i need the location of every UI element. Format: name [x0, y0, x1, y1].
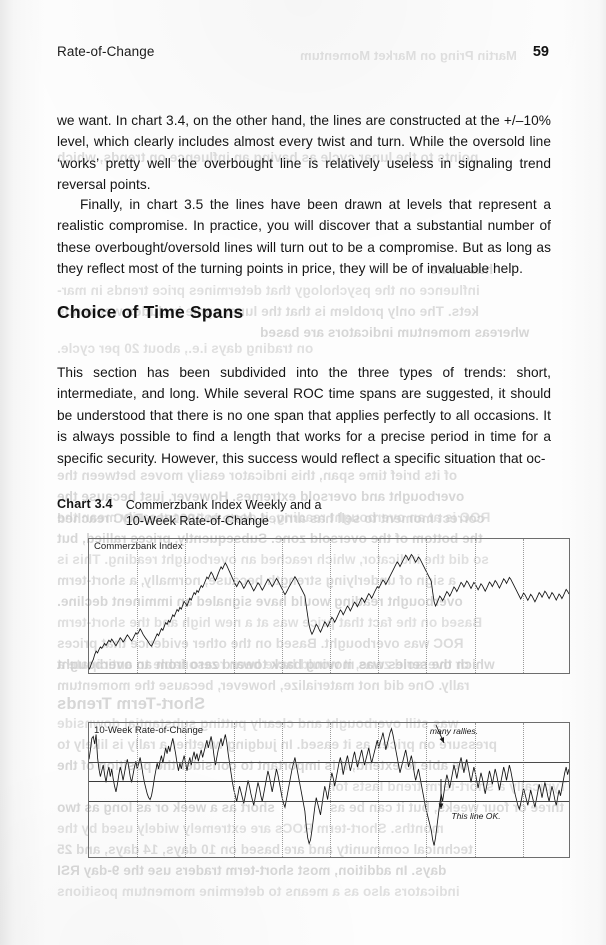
gridline-vertical-88 [330, 539, 331, 673]
annotation-arrow-0 [435, 724, 445, 744]
price-line-series [89, 539, 569, 673]
gridline-vertical-91 [474, 723, 476, 857]
plot-area-lower: 10-Week Rate-of-Change '84'85'86'87'88'8… [88, 722, 570, 858]
plot-title-upper: Commerzbank Index [94, 541, 183, 552]
section-heading: Choice of Time Spans [57, 302, 244, 322]
reference-line-0 [89, 781, 569, 783]
figure-caption-line-0: Commerzbank Index Weekly and a [125, 498, 322, 512]
figure-caption-line-1: 10-Week Rate-of-Change [125, 514, 269, 528]
gridline-vertical-84 [137, 723, 139, 857]
reference-line-10 [89, 761, 569, 763]
gridline-vertical-86 [233, 539, 235, 673]
paragraph-3: This section has been subdivided into th… [57, 364, 551, 467]
gridline-vertical-92 [522, 723, 524, 857]
gridline-vertical-90 [426, 539, 428, 673]
chart-annotation-1: This line OK. [451, 811, 501, 821]
paragraph-2: Finally, in chart 3.5 the lines have bee… [57, 194, 551, 280]
gridline-vertical-87 [281, 723, 283, 857]
paragraph-2-text: Finally, in chart 3.5 the lines have bee… [57, 196, 551, 277]
chart-annotation-0: This line catches too many rallies. [415, 723, 493, 736]
figure-caption-title: Commerzbank Index Weekly and a 10-Week Ra… [126, 497, 322, 529]
gridline-vertical-89 [378, 723, 380, 857]
reference-line-neg10 [89, 800, 569, 802]
gridline-vertical-92 [522, 539, 524, 673]
page-header: Rate-of-Change 59 [57, 44, 549, 60]
gridline-vertical-89 [378, 539, 380, 673]
figure-caption-label: Chart 3.4 [57, 497, 113, 511]
plot-title-lower: 10-Week Rate-of-Change [94, 725, 204, 736]
gridline-vertical-86 [233, 723, 235, 857]
page-number: 59 [532, 44, 549, 60]
roc-line-series [89, 723, 569, 857]
gridline-vertical-91 [474, 539, 476, 673]
annotation-arrow-1 [438, 779, 444, 809]
gridline-vertical-88 [330, 723, 331, 857]
figure-caption: Chart 3.4 Commerzbank Index Weekly and a… [57, 497, 477, 529]
gridline-vertical-87 [281, 539, 283, 673]
plot-area-upper: Commerzbank Index '84'85'86'87'88'89'90'… [88, 538, 570, 674]
gridline-vertical-85 [185, 539, 187, 673]
paragraph-1: we want. In chart 3.4, on the other hand… [57, 112, 551, 193]
gridline-vertical-84 [137, 539, 139, 673]
running-head: Rate-of-Change [57, 44, 155, 59]
gridline-vertical-90 [426, 723, 428, 857]
gridline-vertical-85 [185, 723, 187, 857]
